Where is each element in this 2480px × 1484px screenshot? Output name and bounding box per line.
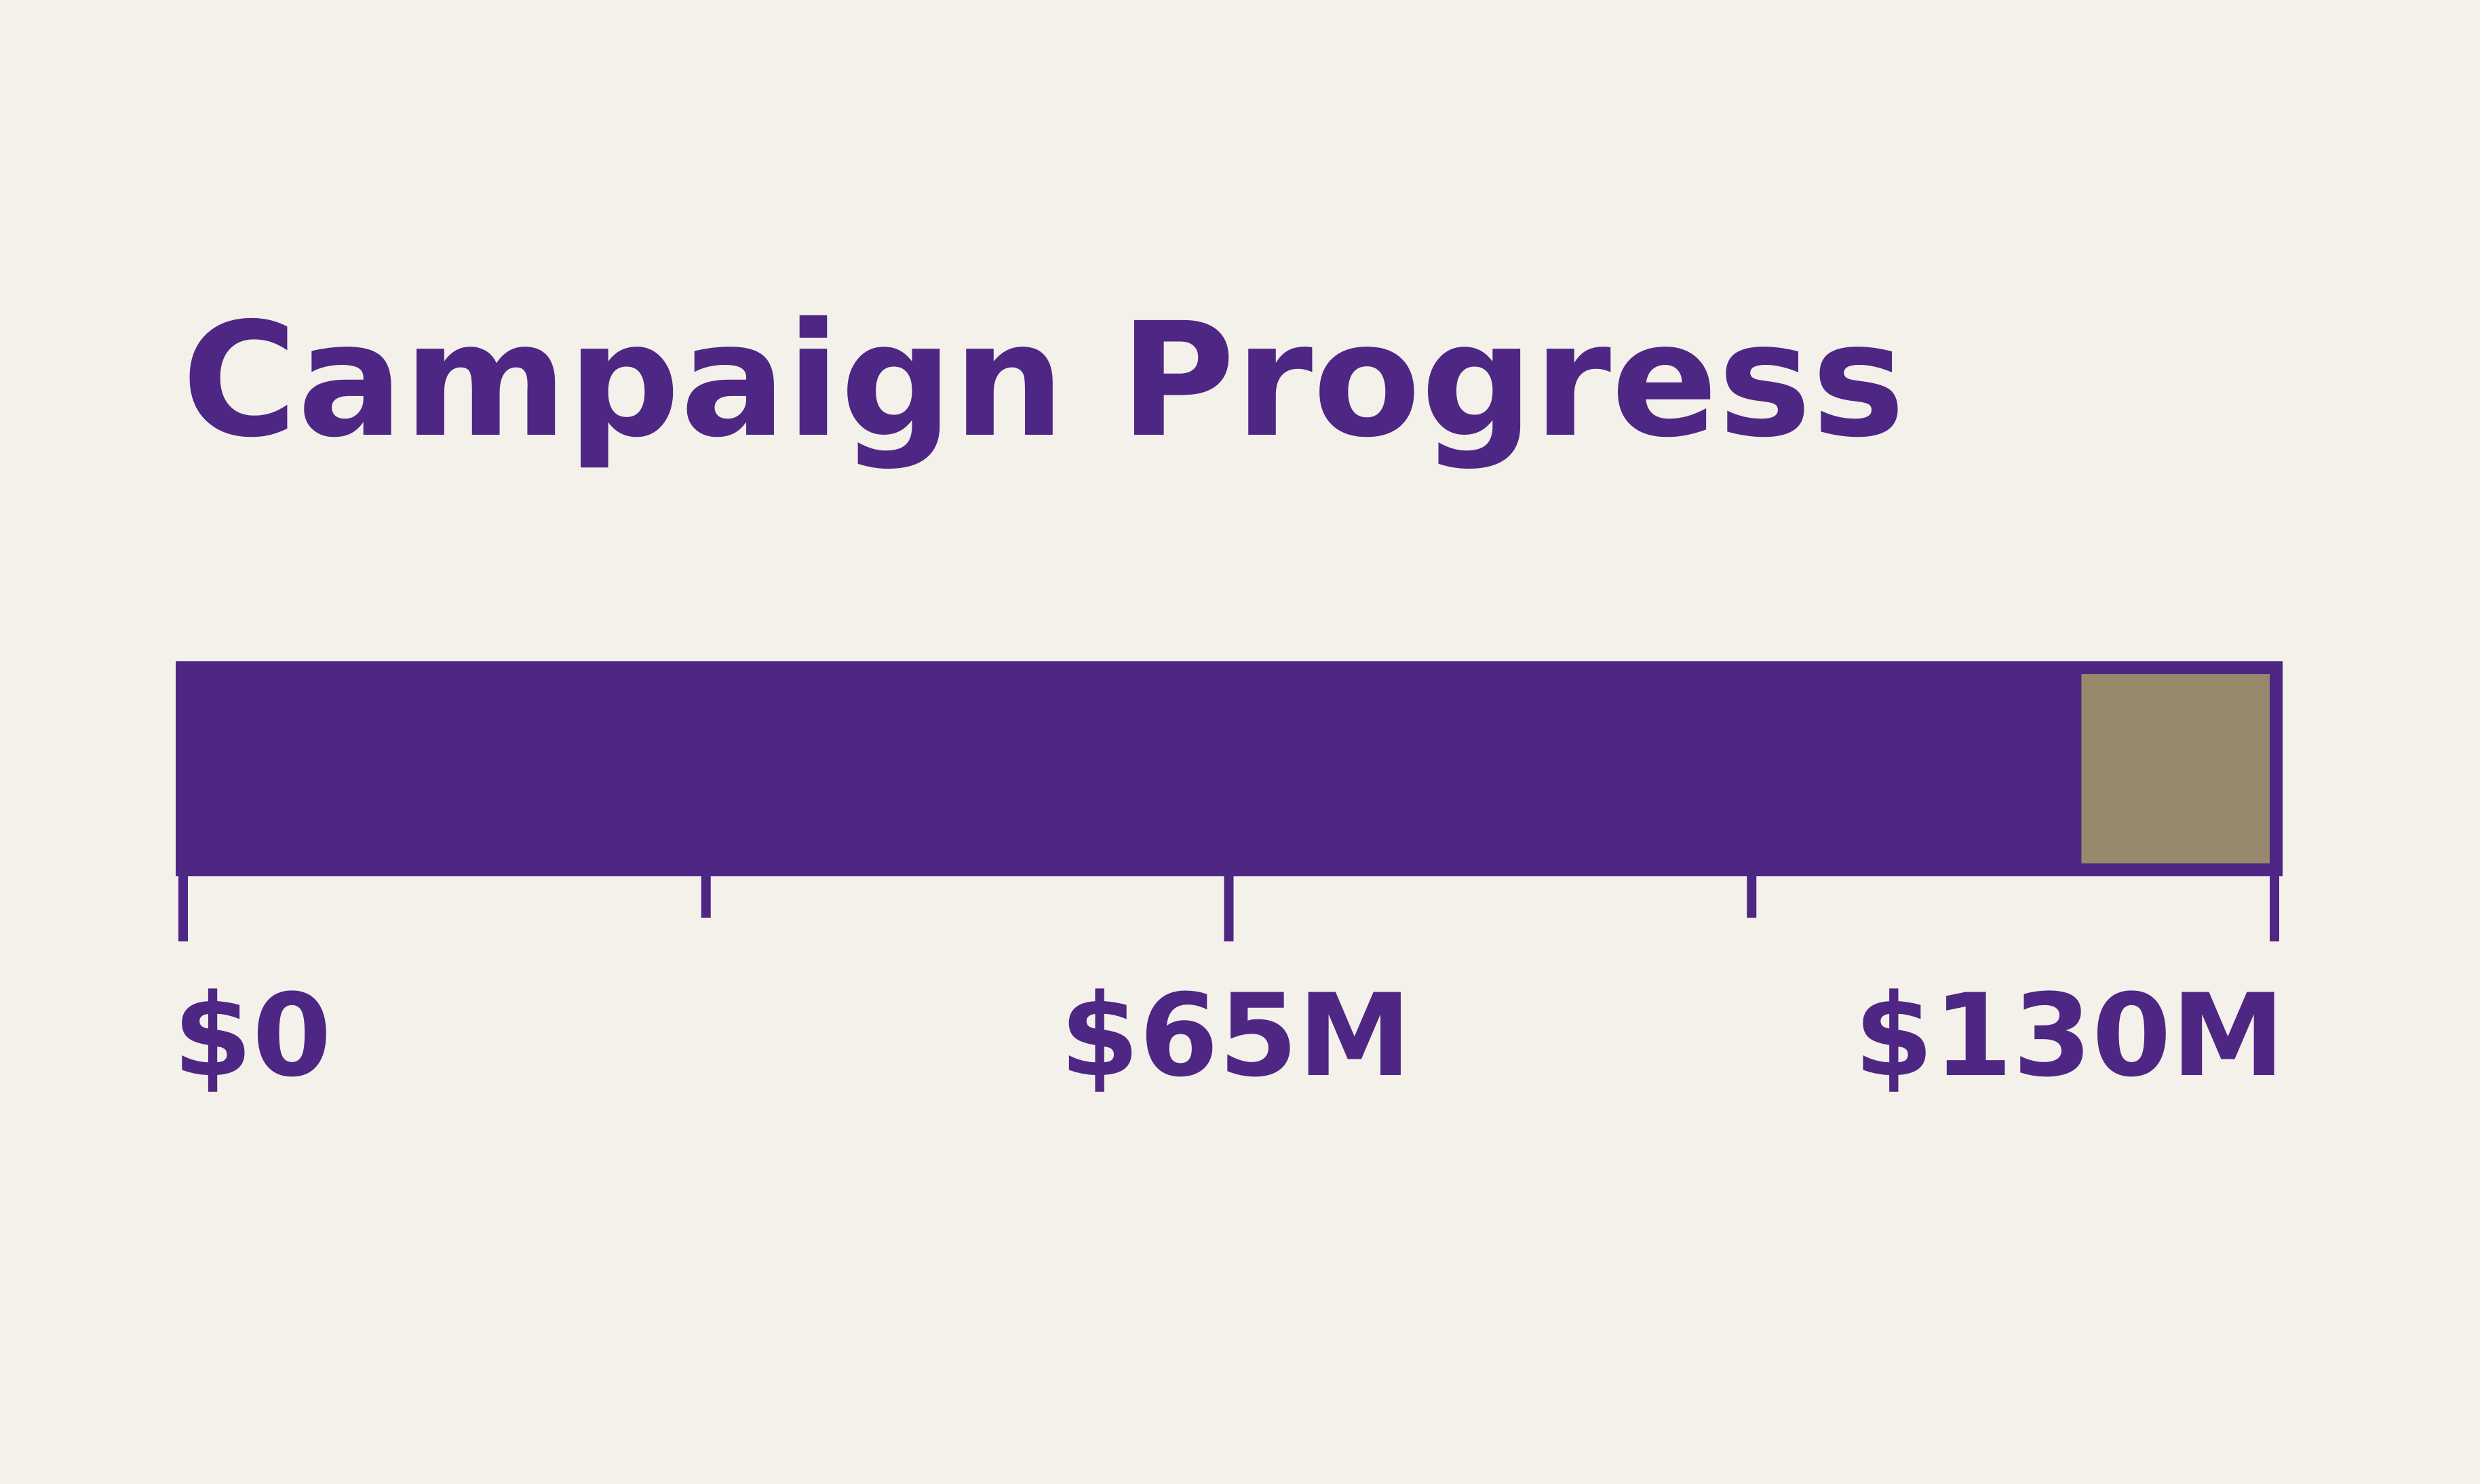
x-tick-label: $65M	[1060, 969, 1412, 1102]
x-tick-label: $130M	[1854, 969, 2285, 1102]
chart-title: Campaign Progress	[182, 289, 1905, 472]
progress-fill	[176, 661, 2082, 876]
x-tick-label: $0	[173, 969, 332, 1102]
